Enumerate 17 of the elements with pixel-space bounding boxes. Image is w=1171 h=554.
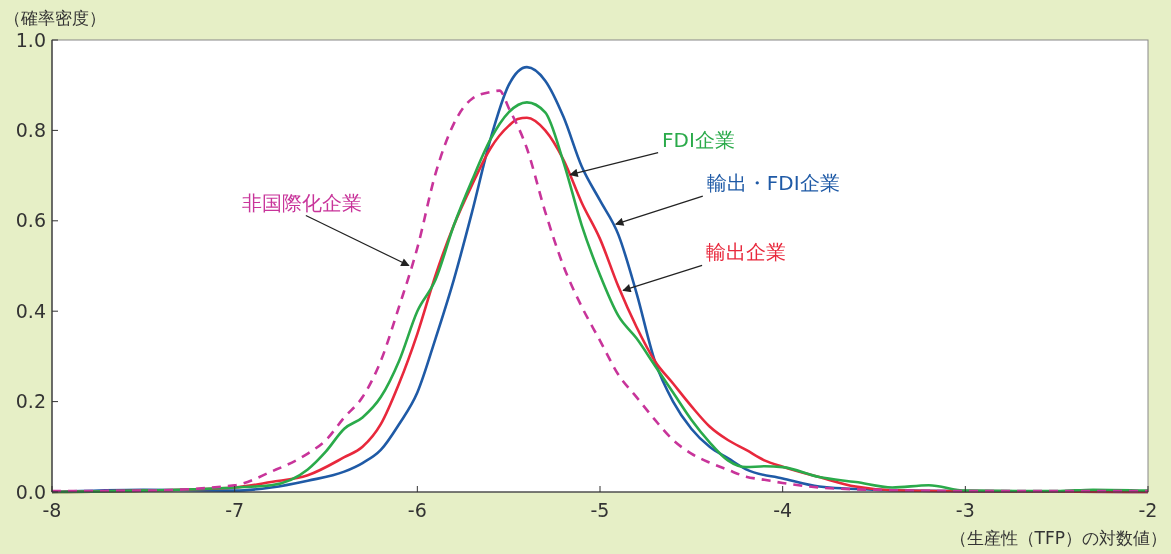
x-tick-label: -3 [955,499,975,521]
text: 非国際化企業 [241,190,362,215]
x-tick-label: -4 [773,499,793,521]
text: 輸出・FDI企業 [706,171,840,196]
y-tick-label: 0.8 [15,119,46,142]
y-tick-label: 0.4 [15,299,46,322]
x-tick-label: -7 [225,499,245,521]
x-axis-title: （生産性（TFP）の対数値） [949,528,1167,548]
text: FDI企業 [662,127,735,152]
y-tick-label: 0.2 [15,390,46,413]
text: 輸出企業 [706,240,787,265]
y-axis-title: （確率密度） [4,8,106,28]
y-tick-label: 1.0 [15,28,46,51]
x-tick-label: -6 [407,499,427,521]
x-tick-label: -2 [1138,499,1158,521]
y-tick-label: 0.6 [15,209,46,232]
x-tick-label: -5 [590,499,610,521]
